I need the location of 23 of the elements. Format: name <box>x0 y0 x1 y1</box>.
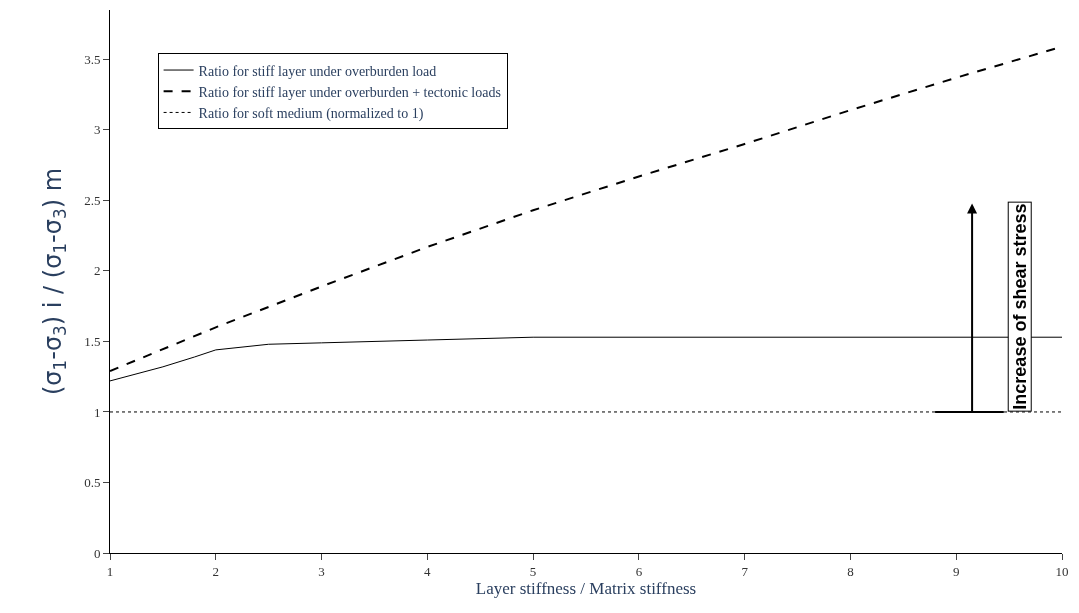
x-tick-label: 1 <box>106 563 114 579</box>
x-tick-label: 8 <box>847 563 854 579</box>
x-tick-label: 10 <box>1055 563 1069 579</box>
x-tick-label: 6 <box>635 563 643 579</box>
x-tick-label: 4 <box>424 563 432 579</box>
x-tick-label: 2 <box>212 563 220 579</box>
x-tick-label: 9 <box>952 563 960 579</box>
x-axis-title: Layer stiffness / Matrix stiffness <box>475 578 697 598</box>
legend-label: Ratio for stiff layer under overburden + tectonic loads <box>198 84 501 100</box>
x-tick-label: 3 <box>318 563 325 579</box>
y-tick-label: 3 <box>93 122 101 138</box>
y-tick-label: 1 <box>93 404 101 420</box>
annotation: Increase of shear stress <box>1009 203 1030 410</box>
y-tick-label: 2 <box>93 263 101 279</box>
x-tick-label: 7 <box>741 563 749 579</box>
x-tick-label: 5 <box>529 563 537 579</box>
y-tick-label: 0.5 <box>84 475 101 491</box>
y-tick-label: 3.5 <box>84 51 101 67</box>
legend-label: Ratio for stiff layer under overburden load <box>198 63 437 79</box>
y-tick-label: 0 <box>93 545 101 561</box>
legend-label: Ratio for soft medium (normalized to 1) <box>198 105 424 122</box>
y-tick-label: 1.5 <box>84 333 101 349</box>
y-tick-label: 2.5 <box>84 192 101 208</box>
